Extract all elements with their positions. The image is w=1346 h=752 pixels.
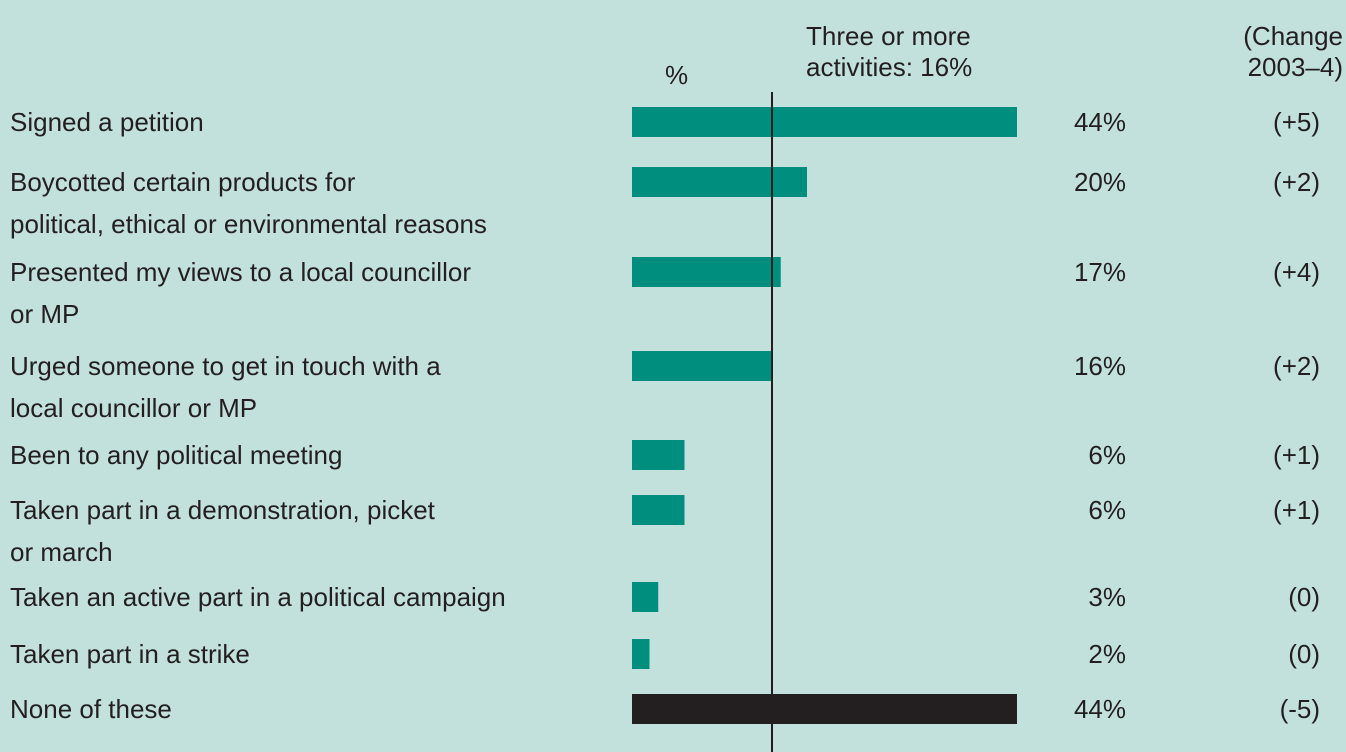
value-label-1: 44%	[1073, 106, 1126, 137]
category-label-4-line-2: local councillor or MP	[10, 392, 258, 423]
category-label-6-line-2: or march	[10, 536, 113, 567]
change-label-2: (+2)	[1273, 166, 1320, 197]
change-label-6: (+1)	[1273, 494, 1320, 525]
bar-2	[632, 167, 807, 197]
reference-label-line-1: Three or more	[806, 21, 971, 51]
bar-9	[632, 694, 1017, 724]
value-label-9: 44%	[1073, 693, 1126, 724]
category-label-5-line-1: Been to any political meeting	[10, 439, 343, 470]
value-label-3: 17%	[1073, 256, 1126, 287]
category-label-4-line-1: Urged someone to get in touch with a	[10, 350, 441, 381]
change-header-line-2: 2003–4)	[1247, 52, 1343, 82]
change-label-4: (+2)	[1273, 350, 1320, 381]
category-label-3-line-1: Presented my views to a local councillor	[10, 256, 471, 287]
bar-1	[632, 107, 1017, 137]
bar-4	[632, 351, 772, 381]
category-label-1-line-1: Signed a petition	[10, 106, 204, 137]
change-label-5: (+1)	[1273, 439, 1320, 470]
percent-header: %	[665, 60, 689, 90]
value-label-6: 6%	[1088, 494, 1126, 525]
change-label-9: (-5)	[1279, 693, 1320, 724]
change-header-line-1: (Change	[1243, 21, 1343, 51]
category-label-8-line-1: Taken part in a strike	[10, 638, 250, 669]
category-label-2-line-1: Boycotted certain products for	[10, 166, 356, 197]
bar-6	[632, 495, 685, 525]
bar-7	[632, 582, 659, 612]
change-label-3: (+4)	[1273, 256, 1320, 287]
category-label-3-line-2: or MP	[10, 298, 80, 329]
category-label-9-line-1: None of these	[10, 693, 172, 724]
bar-5	[632, 440, 685, 470]
change-label-8: (0)	[1288, 638, 1320, 669]
bar-8	[632, 639, 650, 669]
category-label-7-line-1: Taken an active part in a political camp…	[10, 581, 506, 612]
value-label-4: 16%	[1073, 350, 1126, 381]
value-label-5: 6%	[1088, 439, 1126, 470]
value-label-8: 2%	[1088, 638, 1126, 669]
category-label-2-line-2: political, ethical or environmental reas…	[10, 208, 487, 239]
change-label-7: (0)	[1288, 581, 1320, 612]
value-label-2: 20%	[1073, 166, 1126, 197]
reference-label-line-2: activities: 16%	[806, 52, 973, 82]
bar-3	[632, 257, 781, 287]
category-label-6-line-1: Taken part in a demonstration, picket	[10, 494, 435, 525]
change-label-1: (+5)	[1273, 106, 1320, 137]
value-label-7: 3%	[1088, 581, 1126, 612]
